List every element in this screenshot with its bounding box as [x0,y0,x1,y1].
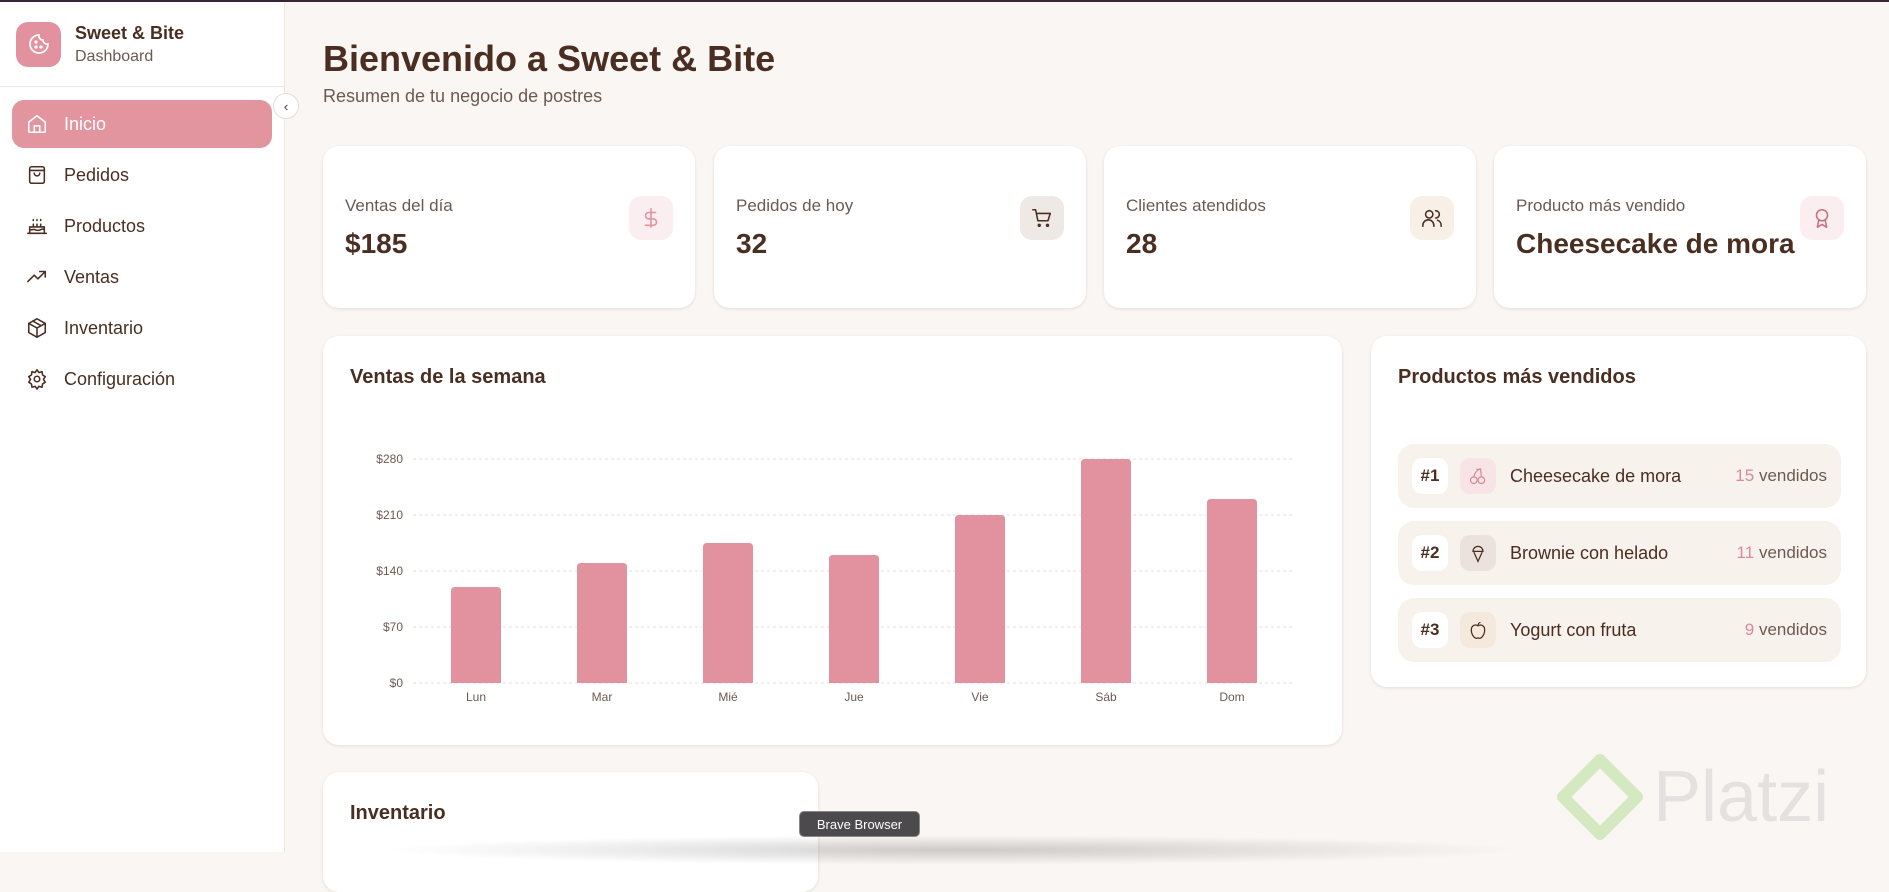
y-tick-label: $210 [376,508,403,522]
stat-card-pedidos: Pedidos de hoy 32 [714,146,1086,308]
page-subtitle: Resumen de tu negocio de postres [323,86,603,106]
chevron-left-icon: ‹ [283,98,289,114]
dock-shadow [380,835,1530,865]
product-name: Brownie con helado [1510,542,1669,563]
window-top-border [0,0,1889,2]
x-tick-label: Sáb [1095,690,1117,704]
collapse-sidebar-button[interactable]: ‹ [273,93,299,119]
sidebar-item-configuracion[interactable]: Configuración [12,355,272,403]
bar-Sáb [1081,459,1131,683]
brand: Sweet & Bite Dashboard [0,2,284,87]
home-icon [27,114,47,134]
sold-count: 9 vendidos [1745,620,1827,640]
sold-number: 15 [1735,466,1755,485]
apple-icon [1460,612,1496,648]
stat-label: Producto más vendido [1516,196,1686,215]
sold-unit: vendidos [1758,620,1827,639]
gear-icon [27,369,47,390]
top-products-title: Productos más vendidos [1398,366,1636,388]
sidebar-item-pedidos[interactable]: Pedidos [12,151,272,199]
sidebar-item-label: Ventas [64,266,120,287]
browser-tooltip: Brave Browser [799,811,920,837]
stat-label: Clientes atendidos [1126,196,1266,215]
cookie-icon [16,21,61,67]
product-name: Yogurt con fruta [1510,619,1637,640]
cake-icon [27,218,47,235]
x-tick-label: Vie [971,690,988,704]
x-tick-label: Jue [844,690,864,704]
product-name: Cheesecake de mora [1510,465,1682,486]
sold-number: 9 [1744,620,1755,639]
bar-Dom [1207,499,1257,683]
list-item[interactable]: #2 Brownie con helado 11 vendidos [1398,521,1841,585]
shopping-bag-icon [28,165,46,185]
sold-unit: vendidos [1758,543,1827,562]
dollar-icon [629,196,673,240]
inventory-card: Inventario [323,772,818,892]
sidebar-item-productos[interactable]: Productos [12,202,272,250]
inventory-title: Inventario [350,802,446,824]
stat-card-clientes: Clientes atendidos 28 [1104,146,1476,308]
y-tick-label: $280 [376,452,403,466]
package-icon [27,318,47,338]
rank-number: #2 [1412,535,1448,571]
ice-cream-icon [1460,535,1496,571]
platzi-logo-icon [1557,754,1643,840]
cherry-icon [1460,458,1496,494]
sidebar-item-label: Inicio [64,113,107,134]
sold-unit: vendidos [1758,466,1827,485]
x-tick-label: Mié [718,690,738,704]
sold-count: 15 vendidos [1735,466,1827,486]
rank-number: #1 [1412,458,1448,494]
bar-Mié [703,543,753,683]
chart-title: Ventas de la semana [350,366,546,388]
rank-number: #3 [1412,612,1448,648]
sidebar-item-label: Configuración [64,368,176,389]
top-products-card: Productos más vendidos #1 Cheesecake de … [1371,336,1866,687]
watermark-text: Platzi [1653,757,1830,837]
list-item[interactable]: #1 Cheesecake de mora 15 vendidos [1398,444,1841,508]
y-tick-label: $0 [390,676,404,690]
y-tick-label: $140 [376,564,403,578]
bar-Jue [829,555,879,683]
page-title: Bienvenido a Sweet & Bite [323,38,776,79]
stat-value: 28 [1126,228,1158,259]
x-tick-label: Lun [466,690,486,704]
bar-Lun [451,587,501,683]
cart-icon [1020,196,1064,240]
brand-title: Sweet & Bite [75,22,185,43]
sidebar-item-label: Pedidos [64,164,130,185]
stat-card-ventas: Ventas del día $185 [323,146,695,308]
sold-count: 11 vendidos [1737,543,1827,563]
x-tick-label: Mar [592,690,613,704]
brand-subtitle: Dashboard [75,47,154,65]
sidebar-item-inicio[interactable]: Inicio [12,100,272,148]
sidebar-item-ventas[interactable]: Ventas [12,253,272,301]
award-icon [1800,196,1844,240]
platzi-watermark: Platzi [1555,752,1829,842]
stat-label: Ventas del día [345,196,453,215]
weekly-sales-chart: $0 $70 $140 $210 $280 Lun Mar Mié Jue Vie Sáb Dom [376,452,1295,704]
list-item[interactable]: #3 Yogurt con fruta 9 vendidos [1398,598,1841,662]
x-tick-label: Dom [1219,690,1244,704]
bar-Vie [955,515,1005,683]
stat-value: $185 [345,228,408,259]
sidebar: Sweet & Bite Dashboard Inicio Pedidos Pr… [0,2,285,852]
weekly-sales-card: Ventas de la semana $0 $70 $140 $210 $280 Lun… [323,336,1342,745]
sidebar-item-label: Inventario [64,317,144,338]
bar-Mar [577,563,627,683]
sidebar-item-inventario[interactable]: Inventario [12,304,272,352]
stat-label: Pedidos de hoy [736,196,854,215]
stat-value: 32 [736,228,768,259]
sold-number: 11 [1736,543,1755,562]
sidebar-nav: Inicio Pedidos Productos Ventas Inventar… [0,87,284,419]
stat-card-producto: Producto más vendido Cheesecake de mora [1494,146,1866,308]
stat-value: Cheesecake de mora [1516,228,1795,259]
users-icon [1410,196,1454,240]
sidebar-item-label: Productos [64,215,146,236]
trending-up-icon [27,270,47,283]
y-tick-label: $70 [383,620,403,634]
